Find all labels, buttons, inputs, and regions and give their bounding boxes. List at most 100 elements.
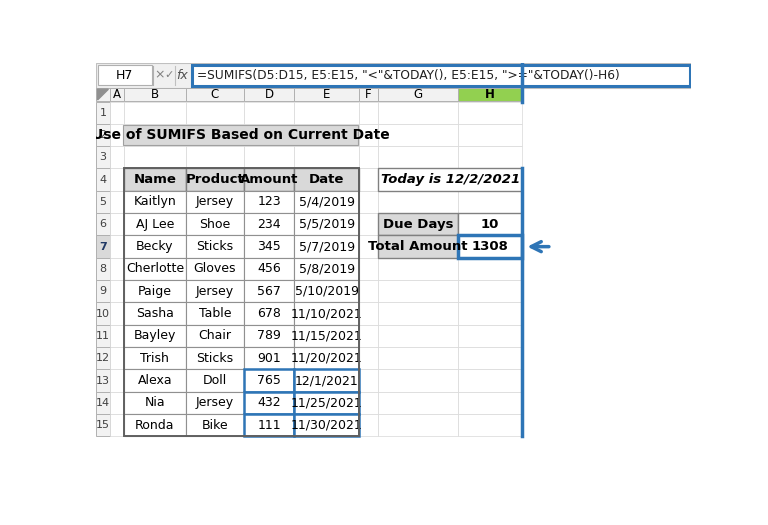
Bar [244,325,294,347]
Text: 10: 10 [96,309,110,319]
Text: 13: 13 [96,375,110,386]
Bar [186,392,244,414]
Bar [110,302,124,325]
Bar [244,325,294,347]
Bar [294,258,359,280]
Bar [124,169,359,436]
Bar [186,325,244,347]
Bar [186,258,244,280]
Bar [110,414,124,436]
Bar [359,88,378,101]
Bar [186,414,244,436]
Text: 456: 456 [257,262,281,276]
Bar [244,213,294,236]
Text: F: F [365,88,372,101]
Bar [124,124,186,146]
Bar [458,280,522,302]
Bar [359,191,378,213]
Text: Bike: Bike [202,419,228,432]
Text: 345: 345 [257,240,281,253]
Bar [244,392,294,414]
Text: Amount: Amount [240,173,299,186]
Bar [244,101,294,124]
Bar [244,280,294,302]
Text: 8: 8 [99,264,107,274]
Text: ✓: ✓ [164,70,174,80]
Text: H: H [485,88,495,101]
Bar [294,302,359,325]
Bar [359,146,378,169]
Bar [244,280,294,302]
Bar [124,236,186,258]
Bar [244,414,294,436]
Bar [244,124,294,146]
Bar [359,325,378,347]
Bar [96,101,110,124]
Bar [378,302,458,325]
Bar [359,101,378,124]
Bar [186,280,244,302]
Bar [378,280,458,302]
Bar [244,302,294,325]
Bar [378,101,458,124]
Bar [294,414,359,436]
Bar [186,347,244,370]
Bar [294,213,359,236]
Bar [110,392,124,414]
Bar [378,258,458,280]
Bar [244,392,294,414]
Bar [96,325,110,347]
Bar [359,236,378,258]
Bar [359,124,378,146]
Bar [186,191,244,213]
Text: 11/20/2021: 11/20/2021 [290,352,362,365]
Text: B: B [151,88,159,101]
Text: 765: 765 [257,374,281,387]
Bar [294,124,359,146]
Bar [124,370,186,392]
Bar [110,280,124,302]
Text: 12/1/2021: 12/1/2021 [295,374,359,387]
Bar [124,101,186,124]
Bar [124,169,186,191]
Bar [378,236,458,258]
Text: Becky: Becky [136,240,174,253]
Text: Today is 12/2/2021: Today is 12/2/2021 [381,173,520,186]
Bar [244,88,294,101]
Text: Trish: Trish [141,352,169,365]
Text: 5/4/2019: 5/4/2019 [299,195,355,208]
Bar [124,347,186,370]
Bar [124,370,186,392]
Bar [458,191,522,213]
Bar [110,88,124,101]
Text: Ronda: Ronda [135,419,174,432]
Text: 789: 789 [257,330,281,342]
Bar [458,101,522,124]
Text: Nia: Nia [144,396,165,410]
Text: 5/5/2019: 5/5/2019 [299,218,355,231]
Bar [110,146,124,169]
Text: 1: 1 [100,108,107,118]
Text: 3: 3 [100,152,107,162]
Bar [244,347,294,370]
Bar [378,124,458,146]
Bar [186,347,244,370]
Bar [378,370,458,392]
Bar [294,236,359,258]
Bar [378,213,458,236]
Text: Alexa: Alexa [137,374,172,387]
Bar [124,191,186,213]
Bar [244,191,294,213]
Text: 11/10/2021: 11/10/2021 [290,307,362,320]
Text: Paige: Paige [138,285,172,298]
Text: ×: × [154,69,165,82]
Bar [244,169,294,191]
Bar [244,146,294,169]
Bar [244,213,294,236]
Bar [186,325,244,347]
Bar [458,325,522,347]
Text: 123: 123 [257,195,281,208]
Text: Kaitlyn: Kaitlyn [134,195,177,208]
Bar [96,302,110,325]
Bar [294,302,359,325]
